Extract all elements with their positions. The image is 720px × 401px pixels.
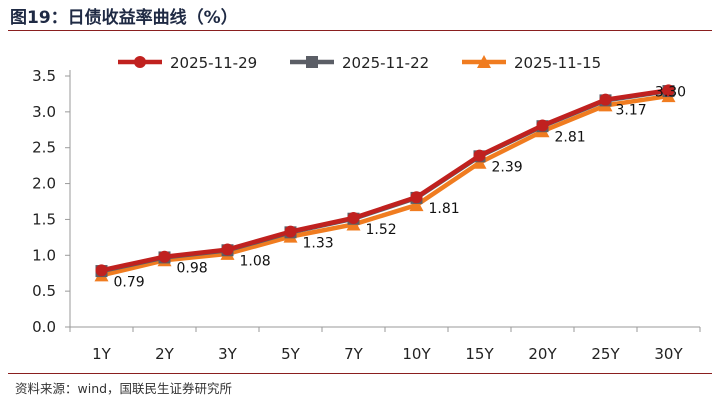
data-label: 1.52	[366, 222, 397, 238]
y-tick-label: 1.0	[32, 246, 56, 264]
data-label: 3.17	[616, 103, 647, 119]
series-line-2025-11-22	[101, 88, 669, 274]
data-label: 1.33	[303, 236, 334, 252]
y-tick-label: 2.0	[32, 175, 56, 193]
data-label: 3.30	[655, 84, 686, 100]
figure-title: 图19：日债收益率曲线（%）	[10, 8, 238, 28]
x-tick-label: 2Y	[155, 345, 175, 363]
data-point-2025-11-29-7Y	[347, 211, 360, 224]
legend-marker-2025-11-15	[477, 55, 491, 68]
y-tick-label: 1.5	[32, 210, 56, 228]
data-point-2025-11-29-30Y	[662, 84, 675, 97]
data-point-2025-11-15-10Y	[409, 198, 424, 212]
y-tick-label: 3.5	[32, 67, 56, 85]
legend-marker-2025-11-29	[134, 56, 146, 68]
y-tick-label: 0.0	[32, 318, 56, 336]
x-tick-label: 7Y	[344, 345, 364, 363]
x-tick-label: 10Y	[402, 345, 431, 363]
data-point-2025-11-29-3Y	[221, 243, 234, 256]
data-label: 0.79	[114, 274, 145, 290]
series-line-2025-11-15	[100, 93, 669, 278]
legend-label-2025-11-15: 2025-11-15	[514, 54, 601, 72]
data-label: 1.08	[240, 254, 271, 270]
data-point-2025-11-29-2Y	[158, 250, 171, 263]
legend-label-2025-11-29: 2025-11-29	[170, 54, 257, 72]
x-tick-label: 25Y	[591, 345, 620, 363]
data-label: 2.81	[555, 129, 586, 145]
data-label: 2.39	[492, 160, 523, 176]
y-tick-label: 2.5	[32, 139, 56, 157]
x-tick-label: 30Y	[654, 345, 683, 363]
x-tick-label: 3Y	[218, 345, 238, 363]
data-point-2025-11-29-5Y	[284, 225, 297, 238]
y-tick-label: 0.5	[32, 282, 56, 300]
x-tick-label: 20Y	[528, 345, 557, 363]
series-line-2025-11-29	[101, 88, 669, 273]
data-label: 0.98	[177, 261, 208, 277]
data-point-2025-11-29-1Y	[95, 264, 108, 277]
x-tick-label: 15Y	[465, 345, 494, 363]
data-point-2025-11-29-25Y	[599, 93, 612, 106]
legend-label-2025-11-22: 2025-11-22	[342, 54, 429, 72]
data-point-2025-11-29-15Y	[473, 149, 486, 162]
source-divider	[8, 373, 712, 374]
data-point-2025-11-29-20Y	[536, 119, 549, 132]
data-point-2025-11-29-10Y	[410, 191, 423, 204]
source-note: 资料来源：wind，国联民生证券研究所	[15, 381, 233, 396]
title-divider	[8, 30, 712, 31]
x-tick-label: 1Y	[92, 345, 112, 363]
legend-marker-2025-11-22	[306, 56, 318, 68]
x-tick-label: 5Y	[281, 345, 301, 363]
data-label: 1.81	[429, 201, 460, 217]
y-tick-label: 3.0	[32, 103, 56, 121]
